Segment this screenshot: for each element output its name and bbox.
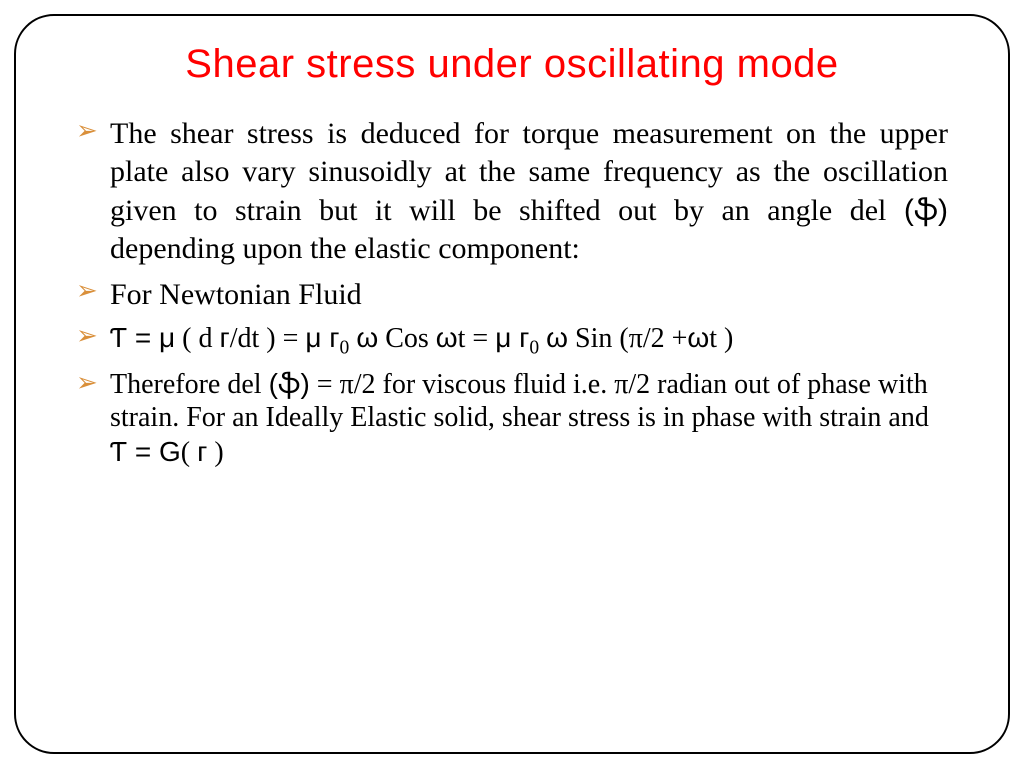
bullet-item-3: Ƭ = μ ( d ᴦ/dt ) = μ ᴦ0 ω Cos ωt = μ ᴦ0 … bbox=[76, 320, 948, 361]
bullet-list: The shear stress is deduced for torque m… bbox=[76, 115, 948, 469]
bullet-text-2: For Newtonian Fluid bbox=[110, 278, 362, 311]
slide-frame: Shear stress under oscillating mode The … bbox=[14, 14, 1010, 754]
slide-title: Shear stress under oscillating mode bbox=[76, 42, 948, 87]
bullet-text-4: Therefore del (ֆ) = π/2 for viscous flui… bbox=[110, 369, 929, 468]
bullet-item-2: For Newtonian Fluid bbox=[76, 275, 948, 314]
bullet-item-1: The shear stress is deduced for torque m… bbox=[76, 115, 948, 269]
bullet-item-4: Therefore del (ֆ) = π/2 for viscous flui… bbox=[76, 367, 948, 470]
bullet-text-1: The shear stress is deduced for torque m… bbox=[110, 117, 948, 265]
bullet-text-3: Ƭ = μ ( d ᴦ/dt ) = μ ᴦ0 ω Cos ωt = μ ᴦ0 … bbox=[110, 323, 733, 354]
